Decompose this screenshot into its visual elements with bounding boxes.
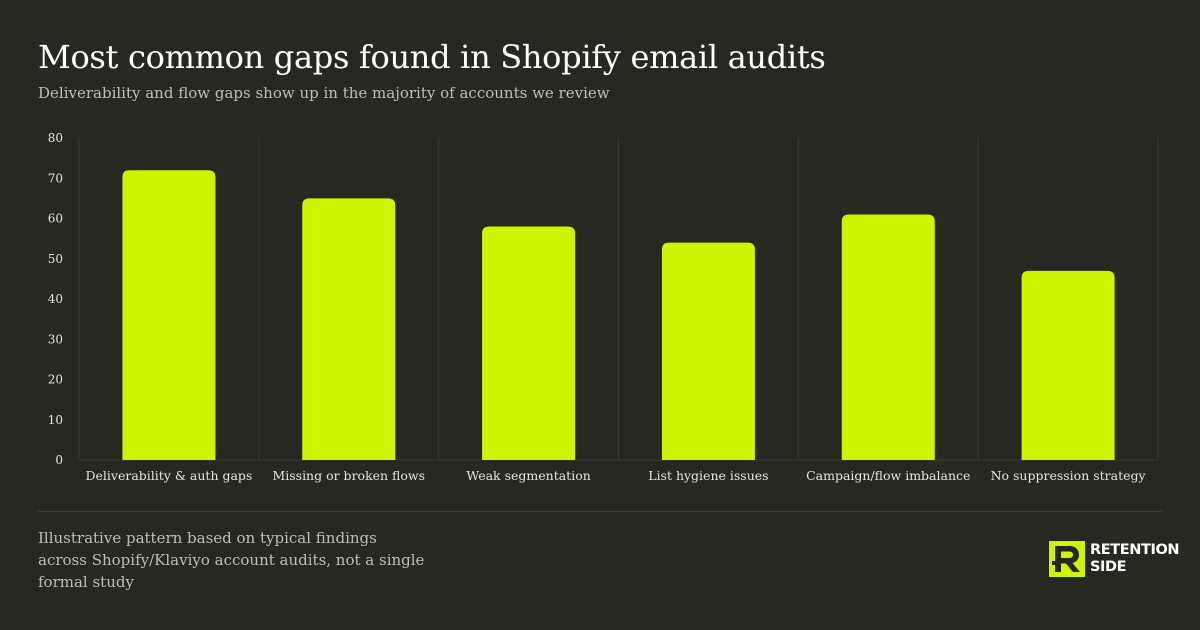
logo-wordmark: RETENTION SIDE bbox=[1090, 542, 1180, 576]
chart-subtitle: Deliverability and flow gaps show up in … bbox=[38, 84, 610, 102]
x-tick-label: Campaign/flow imbalance bbox=[806, 468, 970, 483]
y-tick-label: 80 bbox=[48, 131, 63, 145]
footer-divider bbox=[38, 511, 1162, 512]
bar bbox=[122, 170, 216, 460]
logo-text-line1: RETENTION bbox=[1090, 542, 1180, 558]
brand-logo: RETENTION SIDE bbox=[1049, 541, 1180, 577]
x-tick-label: Weak segmentation bbox=[466, 468, 590, 483]
retention-side-logo-icon bbox=[1049, 541, 1085, 577]
y-tick-label: 70 bbox=[48, 171, 63, 185]
y-tick-label: 60 bbox=[48, 212, 63, 226]
bar bbox=[1021, 270, 1115, 460]
x-axis: Deliverability & auth gaps Missing or bro… bbox=[85, 468, 1146, 483]
logo-text-line2: SIDE bbox=[1090, 559, 1127, 575]
y-tick-label: 20 bbox=[48, 373, 63, 387]
x-tick-label: Deliverability & auth gaps bbox=[85, 468, 252, 483]
y-tick-label: 10 bbox=[48, 413, 63, 427]
chart-title: Most common gaps found in Shopify email … bbox=[38, 38, 826, 76]
footnote: Illustrative pattern based on typical fi… bbox=[38, 529, 425, 591]
y-axis: 0 10 20 30 40 50 60 70 80 bbox=[48, 131, 63, 467]
chart-grid bbox=[78, 138, 1159, 461]
y-tick-label: 40 bbox=[48, 292, 63, 306]
x-tick-label: Missing or broken flows bbox=[272, 468, 425, 483]
chart-bars bbox=[122, 170, 1115, 460]
y-tick-label: 0 bbox=[55, 453, 63, 467]
x-tick-label: No suppression strategy bbox=[991, 468, 1147, 483]
y-tick-label: 50 bbox=[48, 252, 63, 266]
y-tick-label: 30 bbox=[48, 332, 63, 346]
bar bbox=[302, 198, 396, 460]
bar bbox=[841, 214, 935, 460]
bar-chart: 0 10 20 30 40 50 60 70 80 Deliverability & auth … bbox=[48, 131, 1159, 483]
x-tick-label: List hygiene issues bbox=[648, 468, 768, 483]
bar bbox=[661, 242, 755, 460]
bar bbox=[482, 226, 576, 460]
